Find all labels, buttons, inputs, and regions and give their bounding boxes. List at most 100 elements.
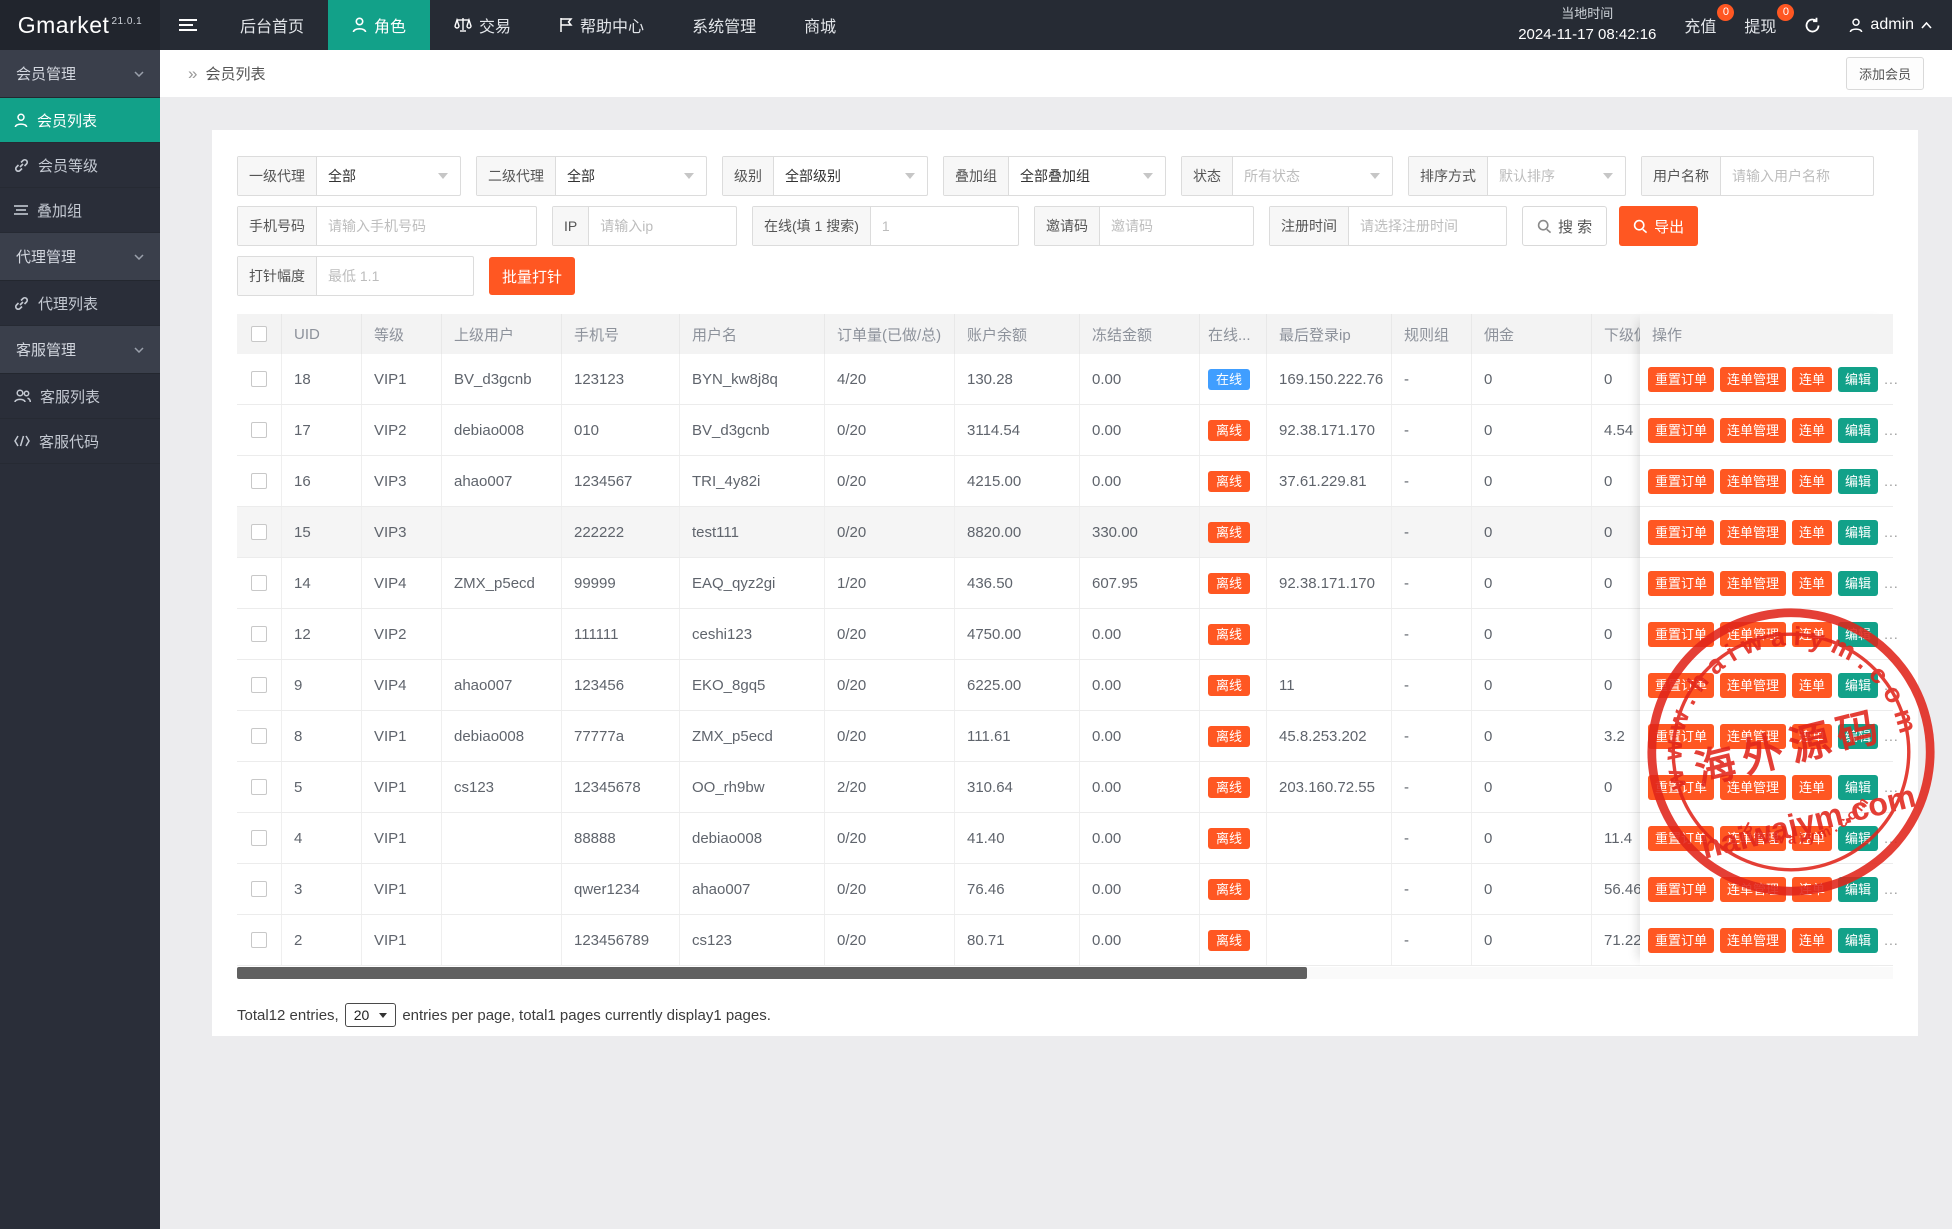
edit-button[interactable]: 编辑: [1838, 774, 1879, 800]
add-member-button[interactable]: 添加会员: [1845, 57, 1924, 90]
user-menu[interactable]: admin: [1849, 16, 1932, 34]
sidebar-item-agent-list[interactable]: 代理列表: [0, 281, 160, 326]
more-actions-button[interactable]: ...: [1884, 371, 1899, 387]
chain-order-button[interactable]: 连单: [1792, 774, 1833, 800]
sidebar-section-member-mgmt[interactable]: 会员管理: [0, 50, 160, 98]
select-all-checkbox[interactable]: [251, 326, 267, 342]
edit-button[interactable]: 编辑: [1838, 519, 1879, 545]
edit-button[interactable]: 编辑: [1838, 672, 1879, 698]
chain-order-button[interactable]: 连单: [1792, 519, 1833, 545]
filter-stack-group[interactable]: 叠加组 全部叠加组: [943, 156, 1166, 196]
edit-button[interactable]: 编辑: [1838, 621, 1879, 647]
row-checkbox[interactable]: [251, 422, 267, 438]
chain-order-button[interactable]: 连单: [1792, 417, 1833, 443]
chain-order-button[interactable]: 连单: [1792, 672, 1833, 698]
sidebar-section-support-mgmt[interactable]: 客服管理: [0, 326, 160, 374]
filter-status[interactable]: 状态 所有状态: [1181, 156, 1393, 196]
chain-order-manage-button[interactable]: 连单管理: [1720, 774, 1787, 800]
edit-button[interactable]: 编辑: [1838, 468, 1879, 494]
reset-order-button[interactable]: 重置订单: [1648, 723, 1715, 749]
more-actions-button[interactable]: ...: [1884, 830, 1899, 846]
recharge-link[interactable]: 充值 0: [1684, 4, 1735, 37]
chain-order-manage-button[interactable]: 连单管理: [1720, 723, 1787, 749]
reset-order-button[interactable]: 重置订单: [1648, 570, 1715, 596]
chain-order-button[interactable]: 连单: [1792, 927, 1833, 953]
filter-invite-code-input[interactable]: 邀请码 邀请码: [1034, 206, 1254, 246]
reset-order-button[interactable]: 重置订单: [1648, 774, 1715, 800]
chain-order-manage-button[interactable]: 连单管理: [1720, 468, 1787, 494]
reset-order-button[interactable]: 重置订单: [1648, 621, 1715, 647]
row-checkbox[interactable]: [251, 575, 267, 591]
chain-order-button[interactable]: 连单: [1792, 723, 1833, 749]
filter-phone-input[interactable]: 手机号码 请输入手机号码: [237, 206, 537, 246]
filter-ip-input[interactable]: IP 请输入ip: [552, 206, 737, 246]
chain-order-button[interactable]: 连单: [1792, 366, 1833, 392]
more-actions-button[interactable]: ...: [1884, 575, 1899, 591]
more-actions-button[interactable]: ...: [1884, 677, 1899, 693]
reset-order-button[interactable]: 重置订单: [1648, 366, 1715, 392]
chain-order-button[interactable]: 连单: [1792, 468, 1833, 494]
more-actions-button[interactable]: ...: [1884, 524, 1899, 540]
row-checkbox[interactable]: [251, 830, 267, 846]
filter-username-input[interactable]: 用户名称 请输入用户名称: [1641, 156, 1874, 196]
more-actions-button[interactable]: ...: [1884, 422, 1899, 438]
chain-order-manage-button[interactable]: 连单管理: [1720, 570, 1787, 596]
chain-order-manage-button[interactable]: 连单管理: [1720, 366, 1787, 392]
more-actions-button[interactable]: ...: [1884, 881, 1899, 897]
nav-item-help-center[interactable]: 帮助中心: [535, 0, 668, 50]
reset-order-button[interactable]: 重置订单: [1648, 468, 1715, 494]
reset-order-button[interactable]: 重置订单: [1648, 672, 1715, 698]
row-checkbox[interactable]: [251, 677, 267, 693]
sidebar-item-support-code[interactable]: 客服代码: [0, 419, 160, 464]
nav-item-system[interactable]: 系统管理: [692, 19, 757, 36]
filter-register-time-input[interactable]: 注册时间 请选择注册时间: [1269, 206, 1507, 246]
chain-order-manage-button[interactable]: 连单管理: [1720, 621, 1787, 647]
filter-secondary-agent[interactable]: 二级代理 全部: [476, 156, 707, 196]
filter-primary-agent[interactable]: 一级代理 全部: [237, 156, 461, 196]
reset-order-button[interactable]: 重置订单: [1648, 927, 1715, 953]
chain-order-manage-button[interactable]: 连单管理: [1720, 417, 1787, 443]
hamburger-menu-icon[interactable]: [160, 0, 216, 50]
reset-order-button[interactable]: 重置订单: [1648, 417, 1715, 443]
reset-order-button[interactable]: 重置订单: [1648, 519, 1715, 545]
row-checkbox[interactable]: [251, 779, 267, 795]
row-checkbox[interactable]: [251, 473, 267, 489]
sidebar-section-agent-mgmt[interactable]: 代理管理: [0, 233, 160, 281]
edit-button[interactable]: 编辑: [1838, 876, 1879, 902]
export-button[interactable]: 导出: [1619, 206, 1699, 246]
chain-order-button[interactable]: 连单: [1792, 621, 1833, 647]
filter-level[interactable]: 级别 全部级别: [722, 156, 928, 196]
nav-item-mall[interactable]: 商城: [804, 19, 837, 36]
more-actions-button[interactable]: ...: [1884, 626, 1899, 642]
chain-order-manage-button[interactable]: 连单管理: [1720, 519, 1787, 545]
refresh-icon[interactable]: [1804, 17, 1821, 34]
row-checkbox[interactable]: [251, 932, 267, 948]
row-checkbox[interactable]: [251, 728, 267, 744]
row-checkbox[interactable]: [251, 371, 267, 387]
chain-order-button[interactable]: 连单: [1792, 570, 1833, 596]
edit-button[interactable]: 编辑: [1838, 723, 1879, 749]
chain-order-button[interactable]: 连单: [1792, 876, 1833, 902]
chain-order-manage-button[interactable]: 连单管理: [1720, 927, 1787, 953]
sidebar-item-member-list[interactable]: 会员列表: [0, 98, 160, 143]
scrollbar-thumb[interactable]: [237, 967, 1307, 979]
row-checkbox[interactable]: [251, 881, 267, 897]
nav-item-trade[interactable]: 交易: [430, 0, 535, 50]
more-actions-button[interactable]: ...: [1884, 932, 1899, 948]
more-actions-button[interactable]: ...: [1884, 779, 1899, 795]
edit-button[interactable]: 编辑: [1838, 825, 1879, 851]
edit-button[interactable]: 编辑: [1838, 570, 1879, 596]
row-checkbox[interactable]: [251, 524, 267, 540]
sidebar-item-support-list[interactable]: 客服列表: [0, 374, 160, 419]
sidebar-item-stack-group[interactable]: 叠加组: [0, 188, 160, 233]
more-actions-button[interactable]: ...: [1884, 728, 1899, 744]
search-button[interactable]: 搜 索: [1522, 206, 1608, 246]
reset-order-button[interactable]: 重置订单: [1648, 825, 1715, 851]
inject-range-input[interactable]: 打针幅度 最低 1.1: [237, 256, 474, 296]
filter-online-input[interactable]: 在线(填 1 搜索) 1: [752, 206, 1019, 246]
nav-item-roles[interactable]: 角色: [328, 0, 431, 50]
sidebar-item-member-level[interactable]: 会员等级: [0, 143, 160, 188]
more-actions-button[interactable]: ...: [1884, 473, 1899, 489]
nav-item-dashboard[interactable]: 后台首页: [240, 19, 305, 36]
chain-order-button[interactable]: 连单: [1792, 825, 1833, 851]
